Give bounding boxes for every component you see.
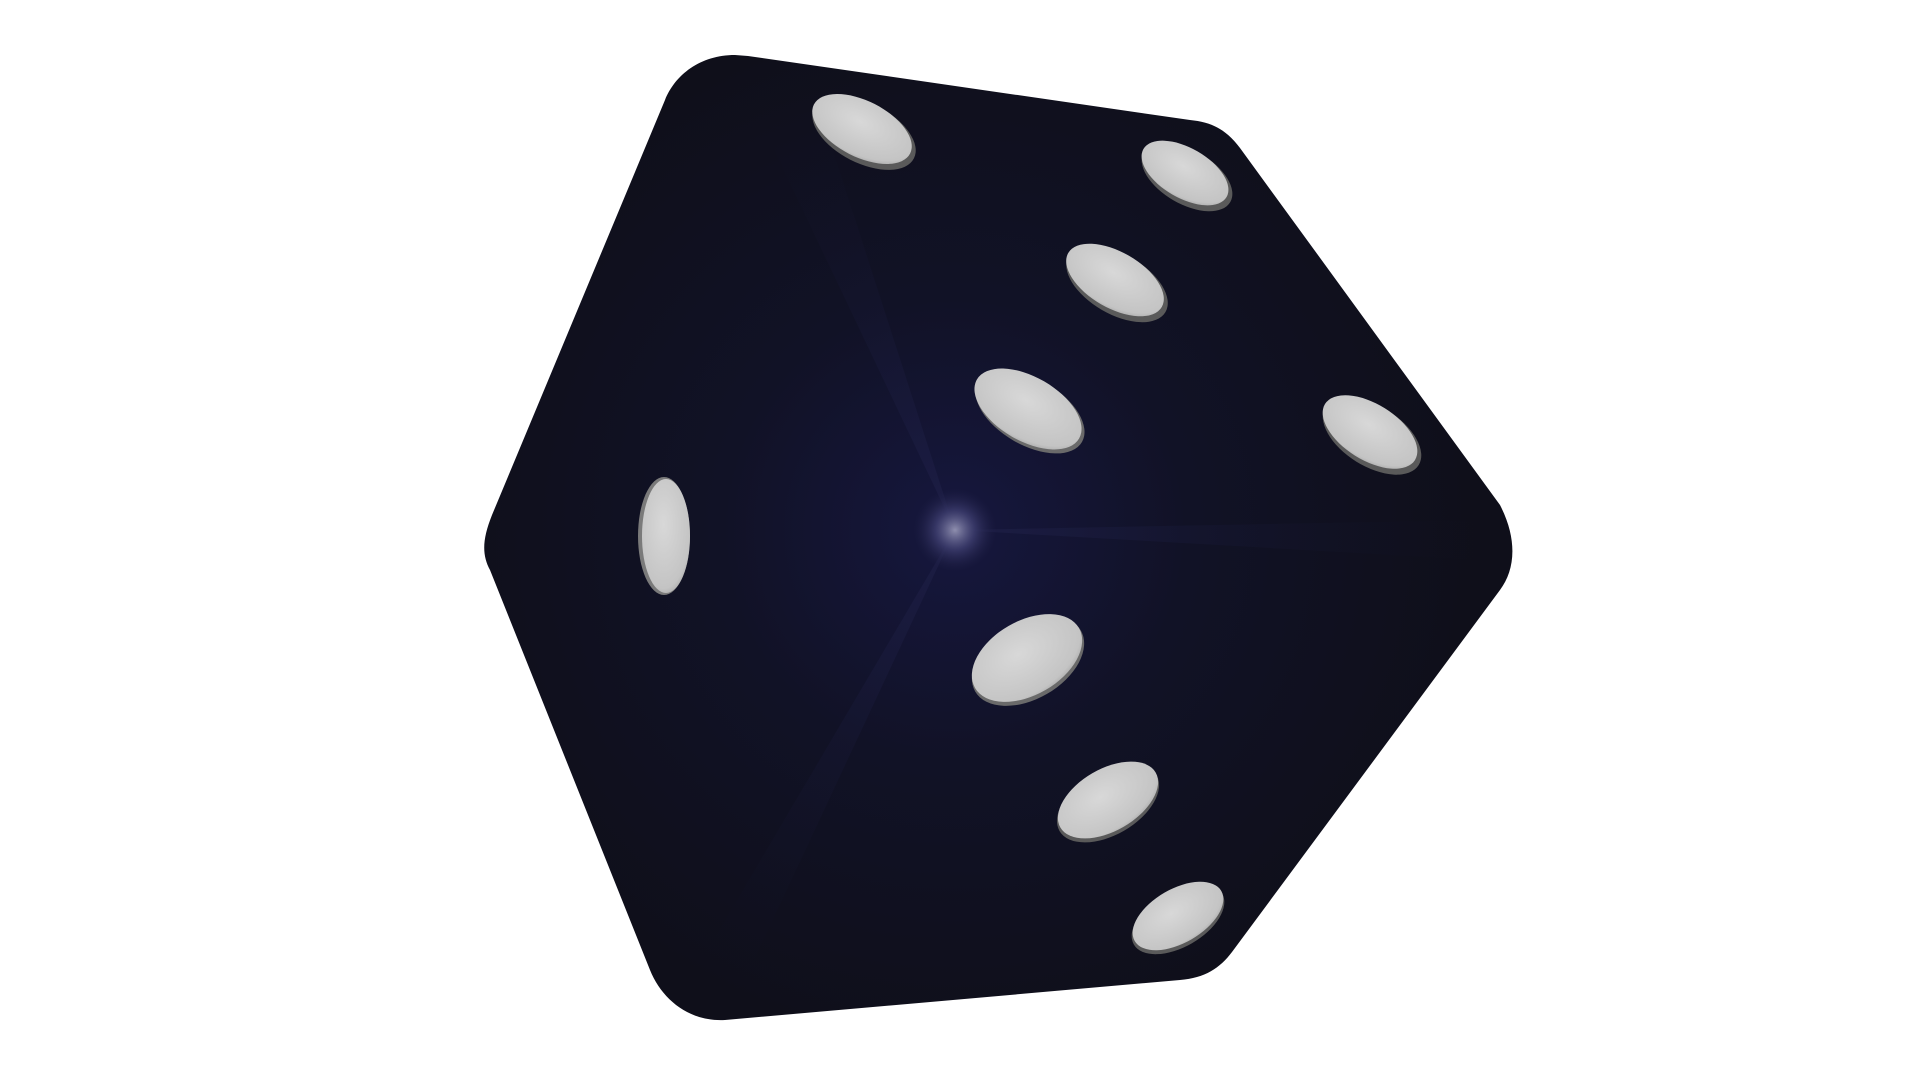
pip [812, 94, 912, 164]
die-body [484, 55, 1513, 1021]
face-bottom-right [971, 614, 1225, 955]
pip [642, 479, 690, 593]
pip [1322, 395, 1418, 469]
pip [1132, 881, 1224, 951]
face-top-right [812, 94, 1422, 475]
pip [1057, 761, 1159, 839]
edge-highlight-bottom [690, 530, 955, 990]
face-left [638, 477, 690, 595]
pip [1066, 243, 1164, 317]
pip [1141, 140, 1229, 206]
pip [971, 614, 1083, 702]
edge-highlight-right [955, 520, 1480, 560]
edge-highlight-top [760, 110, 955, 530]
pip [974, 368, 1082, 450]
vertex-glint [915, 490, 995, 570]
